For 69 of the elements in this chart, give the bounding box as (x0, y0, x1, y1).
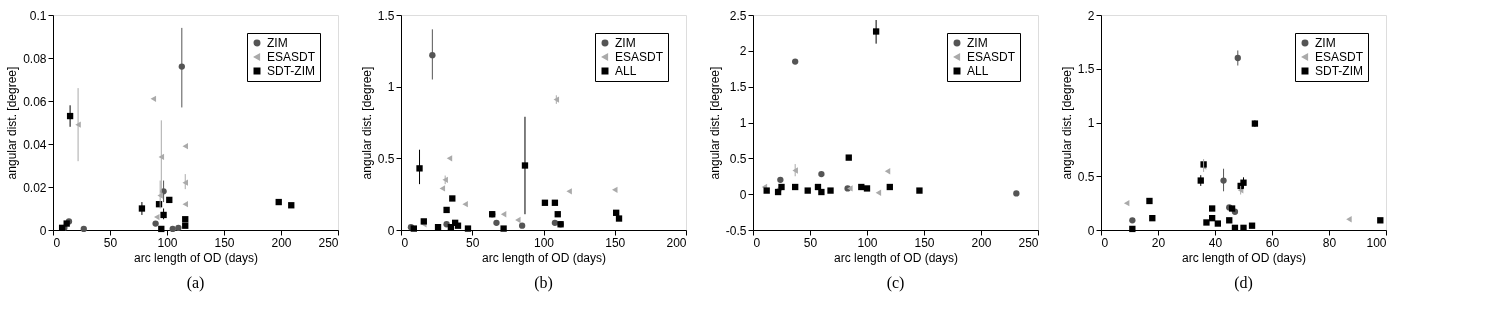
x-tick-label: 0 (753, 235, 761, 250)
y-tick-label: 0 (1087, 223, 1095, 238)
text: (b) (534, 274, 553, 292)
x-tick-label: 150 (914, 235, 935, 250)
y-tick-label: 1 (387, 80, 395, 95)
y-tick-label: 2.5 (729, 8, 747, 23)
y-tick-label: 1 (739, 116, 747, 130)
x-tick-label: 0 (53, 235, 61, 250)
x-tick-label: 200 (971, 235, 992, 250)
y-tick-label: 0 (39, 223, 47, 238)
y-tick-label: 2 (739, 44, 747, 59)
text: (d) (1234, 274, 1253, 292)
y-tick-label: 0.04 (23, 137, 47, 152)
legend-label: ALL (615, 64, 637, 78)
legend-label: SDT-ZIM (267, 64, 315, 78)
legend-label: ESASDT (967, 50, 1016, 64)
y-tick-label: 0.06 (23, 94, 47, 109)
x-tick-label: 250 (318, 235, 339, 250)
x-tick-label: 40 (1208, 235, 1223, 250)
x-tick-label: 200 (271, 235, 292, 250)
y-tick-label: 0.02 (23, 180, 47, 195)
x-tick-label: 60 (1265, 235, 1280, 250)
x-tick-label: 100 (157, 235, 178, 250)
text: (a) (186, 274, 205, 292)
legend-label: ZIM (967, 36, 988, 50)
x-tick-label: 200 (666, 235, 687, 250)
y-tick-label: 0.5 (729, 151, 747, 166)
y-tick-label: 1.5 (377, 8, 395, 23)
x-tick-label: 250 (1018, 235, 1039, 250)
legend-label: ZIM (267, 36, 288, 50)
y-tick-label: 2 (1087, 8, 1095, 23)
x-axis-title: arc length of OD (days) (133, 250, 259, 265)
x-tick-label: 0 (1101, 235, 1109, 250)
y-tick-label: 0.08 (23, 51, 47, 66)
x-tick-label: 50 (103, 235, 118, 250)
legend-label: ESASDT (1315, 50, 1364, 64)
legend-label: ALL (967, 64, 989, 78)
y-axis-title: angular dist. [degree] (707, 66, 722, 180)
legend-label: ESASDT (267, 50, 316, 64)
y-tick-label: -0.5 (725, 223, 747, 238)
x-tick-label: 100 (1366, 235, 1387, 250)
y-tick-label: 0.1 (29, 8, 47, 23)
legend-label: ZIM (1315, 36, 1336, 50)
x-axis-title: arc length of OD (days) (1181, 250, 1307, 265)
x-axis-title: arc length of OD (days) (481, 250, 607, 265)
x-tick-label: 20 (1151, 235, 1166, 250)
y-tick-label: 1.5 (1077, 62, 1095, 77)
y-axis-title: angular dist. [degree] (5, 66, 20, 180)
legend-label: ZIM (615, 36, 636, 50)
x-tick-label: 100 (533, 235, 555, 250)
text: (c) (886, 274, 905, 292)
x-tick-label: 150 (214, 235, 235, 250)
x-tick-label: 150 (605, 235, 626, 250)
y-axis-title: angular dist. [degree] (359, 66, 374, 180)
x-tick-label: 100 (857, 235, 878, 250)
legend-label: SDT-ZIM (1315, 64, 1363, 78)
legend-label: ESASDT (615, 50, 664, 64)
y-tick-label: 0.5 (1077, 169, 1095, 184)
x-axis-title: arc length of OD (days) (833, 250, 959, 265)
y-tick-label: 0.5 (377, 151, 395, 166)
x-tick-label: 0 (401, 235, 409, 250)
x-tick-label: 50 (466, 235, 480, 250)
y-tick-label: 0 (387, 223, 395, 238)
y-tick-label: 1 (1087, 116, 1095, 130)
y-axis-title: angular dist. [degree] (1059, 66, 1074, 180)
x-tick-label: 50 (803, 235, 818, 250)
x-tick-label: 80 (1322, 235, 1337, 250)
y-tick-label: 0 (739, 187, 747, 202)
y-tick-label: 1.5 (729, 80, 747, 95)
